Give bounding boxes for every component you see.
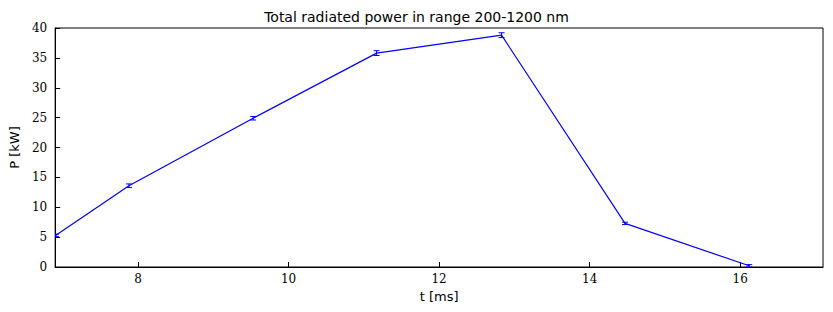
svg-text:5: 5 <box>40 230 48 244</box>
svg-text:25: 25 <box>32 111 47 125</box>
svg-text:0: 0 <box>40 260 48 274</box>
svg-text:30: 30 <box>32 81 47 95</box>
svg-text:10: 10 <box>32 200 47 214</box>
svg-text:14: 14 <box>582 272 598 286</box>
svg-text:t [ms]: t [ms] <box>420 289 459 304</box>
svg-text:Total radiated power in range: Total radiated power in range 200-1200 n… <box>263 9 569 25</box>
svg-text:12: 12 <box>431 272 446 286</box>
svg-text:8: 8 <box>134 272 142 286</box>
svg-text:16: 16 <box>733 272 748 286</box>
svg-text:10: 10 <box>281 272 296 286</box>
svg-text:15: 15 <box>32 170 47 184</box>
svg-text:40: 40 <box>32 21 47 35</box>
svg-text:35: 35 <box>32 51 47 65</box>
svg-text:P [kW]: P [kW] <box>7 126 22 169</box>
svg-text:20: 20 <box>32 141 47 155</box>
